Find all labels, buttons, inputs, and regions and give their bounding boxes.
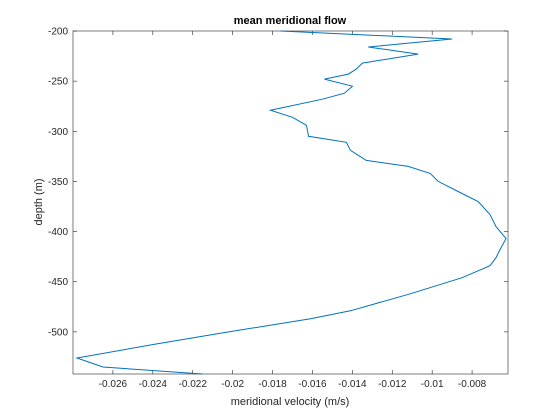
x-axis: -0.026 -0.024 -0.022 -0.02 -0.018 -0.016 -0.01… — [99, 31, 487, 390]
x-tick-label: -0.012 — [378, 379, 407, 390]
x-tick-label: -0.02 — [221, 379, 244, 390]
x-tick-label: -0.014 — [338, 379, 367, 390]
x-tick-label: -0.024 — [139, 379, 168, 390]
x-tick-label: -0.018 — [258, 379, 287, 390]
y-axis: -200 -250 -300 -350 -400 -450 -500 — [48, 27, 508, 338]
x-tick-label: -0.016 — [298, 379, 327, 390]
chart-title: mean meridional flow — [234, 15, 347, 27]
x-tick-label: -0.022 — [179, 379, 208, 390]
y-tick-label: -400 — [48, 227, 68, 238]
series-line — [75, 30, 507, 375]
y-tick-label: -450 — [48, 277, 68, 288]
y-tick-label: -300 — [48, 127, 68, 138]
y-tick-label: -250 — [48, 77, 68, 88]
x-axis-label: meridional velocity (m/s) — [231, 396, 350, 408]
y-axis-label: depth (m) — [33, 178, 45, 225]
plot-area — [72, 30, 509, 375]
x-tick-label: -0.026 — [99, 379, 128, 390]
y-tick-label: -500 — [48, 327, 68, 338]
y-tick-label: -350 — [48, 177, 68, 188]
x-tick-label: -0.008 — [458, 379, 487, 390]
x-tick-label: -0.01 — [421, 379, 444, 390]
y-tick-label: -200 — [48, 27, 68, 38]
